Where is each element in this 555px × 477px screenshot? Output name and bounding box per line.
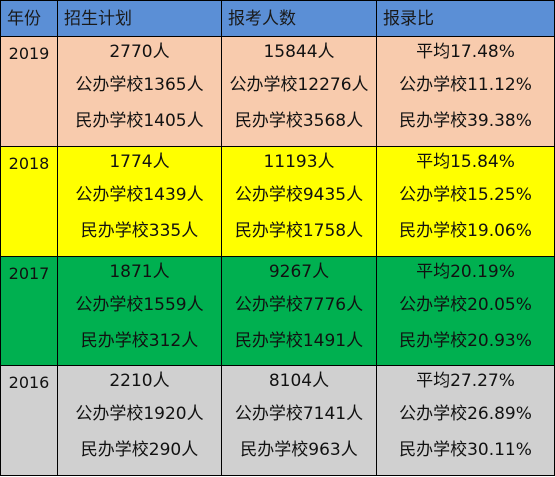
ratio-average: 平均27.27% bbox=[416, 371, 515, 391]
applicants-total: 15844人 bbox=[263, 42, 335, 62]
year-cell: 2017 bbox=[0, 257, 57, 365]
applicants-private: 民办学校1758人 bbox=[234, 221, 364, 241]
applicants-public: 公办学校9435人 bbox=[234, 185, 364, 205]
plan-cell: 1774人 公办学校1439人 民办学校335人 bbox=[57, 147, 221, 256]
plan-private: 民办学校312人 bbox=[80, 331, 199, 351]
ratio-average: 平均20.19% bbox=[416, 262, 515, 282]
applicants-cell: 9267人 公办学校7776人 民办学校1491人 bbox=[221, 257, 376, 365]
header-applicants: 报考人数 bbox=[221, 1, 376, 36]
ratio-public: 公办学校20.05% bbox=[399, 295, 532, 315]
ratio-cell: 平均15.84% 公办学校15.25% 民办学校19.06% bbox=[376, 147, 555, 256]
applicants-total: 9267人 bbox=[268, 262, 330, 282]
applicants-total: 8104人 bbox=[268, 371, 330, 391]
applicants-private: 民办学校963人 bbox=[240, 440, 358, 460]
plan-public: 公办学校1365人 bbox=[75, 75, 204, 95]
ratio-average: 平均15.84% bbox=[416, 152, 515, 172]
ratio-average: 平均17.48% bbox=[416, 42, 515, 62]
table-row: 2017 1871人 公办学校1559人 民办学校312人 9267人 公办学校… bbox=[0, 257, 555, 366]
applicants-cell: 15844人 公办学校12276人 民办学校3568人 bbox=[221, 37, 376, 146]
ratio-private: 民办学校20.93% bbox=[399, 331, 532, 351]
plan-public: 公办学校1439人 bbox=[75, 185, 204, 205]
plan-total: 2770人 bbox=[109, 42, 170, 62]
plan-private: 民办学校290人 bbox=[80, 440, 199, 460]
header-ratio: 报录比 bbox=[376, 1, 555, 36]
table-row: 2019 2770人 公办学校1365人 民办学校1405人 15844人 公办… bbox=[0, 37, 555, 147]
ratio-private: 民办学校39.38% bbox=[399, 111, 532, 131]
year-cell: 2018 bbox=[0, 147, 57, 256]
ratio-cell: 平均17.48% 公办学校11.12% 民办学校39.38% bbox=[376, 37, 555, 146]
ratio-cell: 平均20.19% 公办学校20.05% 民办学校20.93% bbox=[376, 257, 555, 365]
header-plan: 招生计划 bbox=[57, 1, 221, 36]
table-row: 2016 2210人 公办学校1920人 民办学校290人 8104人 公办学校… bbox=[0, 366, 555, 476]
plan-cell: 2770人 公办学校1365人 民办学校1405人 bbox=[57, 37, 221, 146]
applicants-total: 11193人 bbox=[263, 152, 335, 172]
year-cell: 2016 bbox=[0, 366, 57, 475]
applicants-public: 公办学校7776人 bbox=[234, 295, 364, 315]
plan-public: 公办学校1559人 bbox=[75, 295, 204, 315]
plan-total: 1871人 bbox=[109, 262, 170, 282]
header-row: 年份 招生计划 报考人数 报录比 bbox=[0, 0, 555, 37]
table-row: 2018 1774人 公办学校1439人 民办学校335人 11193人 公办学… bbox=[0, 147, 555, 257]
ratio-private: 民办学校30.11% bbox=[399, 440, 532, 460]
plan-private: 民办学校1405人 bbox=[75, 111, 204, 131]
applicants-public: 公办学校7141人 bbox=[234, 404, 364, 424]
ratio-private: 民办学校19.06% bbox=[399, 221, 532, 241]
applicants-cell: 11193人 公办学校9435人 民办学校1758人 bbox=[221, 147, 376, 256]
plan-private: 民办学校335人 bbox=[80, 221, 199, 241]
applicants-private: 民办学校3568人 bbox=[234, 111, 364, 131]
header-year: 年份 bbox=[0, 1, 57, 36]
plan-public: 公办学校1920人 bbox=[75, 404, 204, 424]
ratio-public: 公办学校26.89% bbox=[399, 404, 532, 424]
plan-cell: 1871人 公办学校1559人 民办学校312人 bbox=[57, 257, 221, 365]
ratio-cell: 平均27.27% 公办学校26.89% 民办学校30.11% bbox=[376, 366, 555, 475]
plan-total: 1774人 bbox=[109, 152, 170, 172]
ratio-public: 公办学校11.12% bbox=[399, 75, 532, 95]
applicants-private: 民办学校1491人 bbox=[234, 331, 364, 351]
plan-cell: 2210人 公办学校1920人 民办学校290人 bbox=[57, 366, 221, 475]
ratio-public: 公办学校15.25% bbox=[399, 185, 532, 205]
applicants-public: 公办学校12276人 bbox=[229, 75, 369, 95]
year-cell: 2019 bbox=[0, 37, 57, 146]
plan-total: 2210人 bbox=[109, 371, 170, 391]
applicants-cell: 8104人 公办学校7141人 民办学校963人 bbox=[221, 366, 376, 475]
